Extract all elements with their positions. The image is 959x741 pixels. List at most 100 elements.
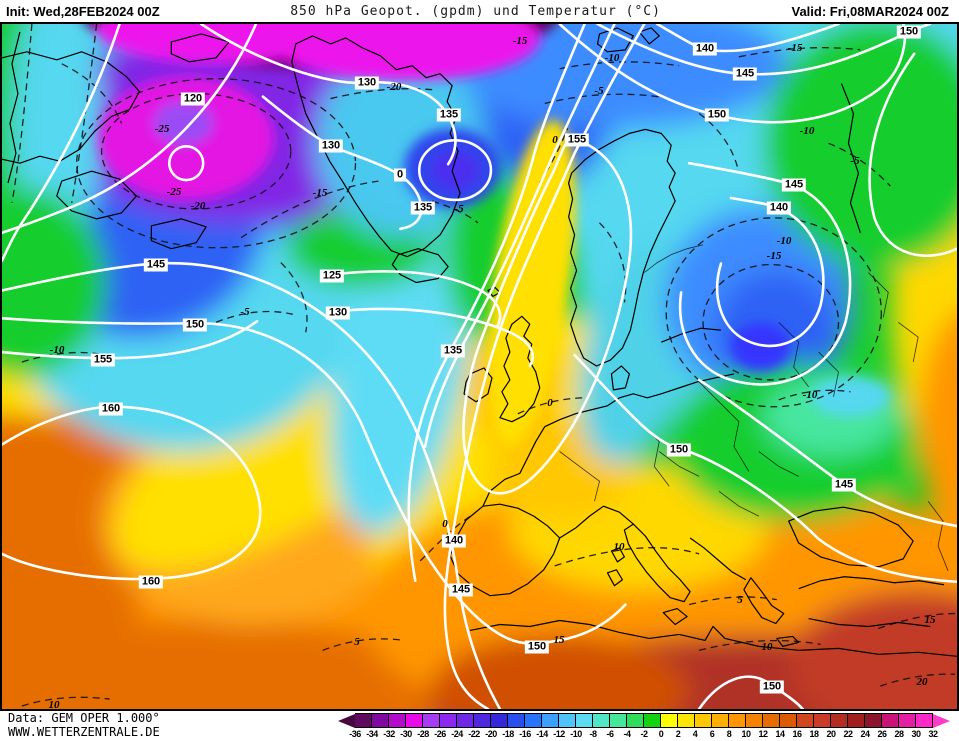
- geopotential-contour-label: 130: [354, 76, 380, 90]
- geopotential-contour-label: 155: [564, 133, 590, 147]
- temperature-contour-label: 10: [48, 699, 60, 711]
- temperature-contour-label: -15: [787, 42, 803, 54]
- legend-tick-label: 20: [826, 729, 836, 739]
- geopotential-contour-label: 130: [318, 139, 344, 153]
- legend-swatch: [644, 713, 661, 728]
- temperature-contour-label: 20: [916, 676, 928, 688]
- title-bar: Init: Wed,28FEB2024 00Z 850 hPa Geopot. …: [0, 0, 959, 22]
- legend-swatch: [746, 713, 763, 728]
- geopotential-contour-label: 130: [325, 306, 351, 320]
- legend-swatch: [695, 713, 712, 728]
- legend-tick-label: -28: [417, 729, 429, 739]
- geopotential-contour-label: 145: [143, 258, 169, 272]
- legend-arrow-left: [338, 713, 355, 728]
- init-time: Init: Wed,28FEB2024 00Z: [6, 3, 160, 19]
- temperature-contour-label: 15: [924, 614, 936, 626]
- data-source: Data: GEM OPER 1.000°: [8, 711, 160, 725]
- legend-swatch: [355, 713, 372, 728]
- geopotential-contour-label: 150: [524, 640, 550, 654]
- legend-swatch: [610, 713, 627, 728]
- legend-color-bar: [338, 713, 952, 728]
- legend-tick-label: -36: [349, 729, 361, 739]
- geopotential-contour-label: 140: [692, 42, 718, 56]
- temperature-contour-label: 0: [442, 518, 448, 530]
- valid-time: Valid: Fri,08MAR2024 00Z: [791, 3, 949, 19]
- legend-swatch: [474, 713, 491, 728]
- temperature-legend: -36 -34 -32 -30 -28 -26 -24 -22 -20 -18 -16 -14 -12-…: [338, 713, 952, 740]
- temperature-contour-label: -10: [776, 235, 792, 247]
- temperature-contour-label: -15: [512, 35, 528, 47]
- legend-tick-label: 26: [877, 729, 887, 739]
- geopotential-contour-label: 135: [440, 344, 466, 358]
- legend-tick-label: -30: [400, 729, 412, 739]
- temperature-contour-label: 0: [552, 134, 558, 146]
- footer: Data: GEM OPER 1.000° WWW.WETTERZENTRALE…: [0, 711, 959, 741]
- website: WWW.WETTERZENTRALE.DE: [8, 725, 160, 739]
- temperature-contour-label: 10: [761, 641, 773, 653]
- legend-tick-label: 18: [809, 729, 819, 739]
- temperature-contour-label: 5: [737, 594, 743, 606]
- geopotential-contour-label: 145: [448, 583, 474, 597]
- legend-tick-label: -16: [519, 729, 531, 739]
- legend-swatch: [916, 713, 933, 728]
- geopotential-contour-label: 0: [393, 168, 407, 182]
- legend-tick-label: -34: [366, 729, 378, 739]
- legend-tick-label: 2: [675, 729, 681, 739]
- credits: Data: GEM OPER 1.000° WWW.WETTERZENTRALE…: [8, 711, 160, 739]
- legend-swatch: [576, 713, 593, 728]
- legend-swatch: [678, 713, 695, 728]
- temperature-contour-label: -15: [766, 250, 782, 262]
- legend-tick-label: -2: [640, 729, 648, 739]
- legend-swatch: [593, 713, 610, 728]
- legend-tick-label: 28: [894, 729, 904, 739]
- contour-labels-layer: 120 130 135 130 0 135 145 125 130 150 135 155 160 160…: [2, 24, 957, 709]
- temperature-contour-label: 0: [547, 397, 553, 409]
- legend-swatch: [831, 713, 848, 728]
- legend-tick-label: -4: [623, 729, 631, 739]
- geopotential-contour-label: 125: [319, 269, 345, 283]
- legend-tick-row: -36 -34 -32 -30 -28 -26 -24 -22 -20 -18 -16 -14 -12-…: [338, 729, 952, 740]
- legend-tick-label: -26: [434, 729, 446, 739]
- legend-swatch: [848, 713, 865, 728]
- temperature-contour-label: -10: [604, 52, 620, 64]
- legend-tick-label: 14: [775, 729, 785, 739]
- temperature-contour-label: -5: [850, 155, 860, 167]
- geopotential-contour-label: 160: [98, 402, 124, 416]
- temperature-contour-label: 5: [354, 636, 360, 648]
- legend-swatch: [440, 713, 457, 728]
- legend-tick-label: -14: [536, 729, 548, 739]
- legend-tick-label: 12: [758, 729, 768, 739]
- geopotential-contour-label: 135: [436, 108, 462, 122]
- legend-tick-label: -8: [589, 729, 597, 739]
- geopotential-contour-label: 150: [182, 318, 208, 332]
- legend-swatch: [559, 713, 576, 728]
- temperature-contour-label: -10: [802, 389, 818, 401]
- legend-tick-label: 0: [658, 729, 664, 739]
- legend-tick-label: -6: [606, 729, 614, 739]
- temperature-contour-label: -20: [190, 200, 206, 212]
- temperature-dashed-contours: [11, 24, 956, 707]
- legend-swatch: [780, 713, 797, 728]
- temperature-contour-label: 15: [553, 634, 565, 646]
- legend-swatch: [406, 713, 423, 728]
- temperature-contour-label: 10: [613, 541, 625, 553]
- weather-field-svg: [2, 24, 957, 709]
- geopotential-contour-label: 145: [732, 67, 758, 81]
- temperature-contour-label: -5: [594, 85, 604, 97]
- legend-swatch: [882, 713, 899, 728]
- geopotential-contour-label: 145: [781, 178, 807, 192]
- temperature-contour-label: -20: [386, 81, 402, 93]
- map-title: 850 hPa Geopot. (gpdm) und Temperatur (°…: [290, 3, 661, 19]
- geopotential-contour-label: 160: [138, 575, 164, 589]
- legend-tick-label: -10: [570, 729, 582, 739]
- legend-tick-label: 10: [741, 729, 751, 739]
- temperature-contour-label: -5: [454, 203, 464, 215]
- legend-swatch: [661, 713, 678, 728]
- geopotential-contour-label: 150: [896, 25, 922, 39]
- legend-swatch: [797, 713, 814, 728]
- temperature-contour-label: -10: [49, 344, 65, 356]
- legend-tick-label: 16: [792, 729, 802, 739]
- temperature-contour-label: -25: [166, 186, 182, 198]
- legend-swatch: [372, 713, 389, 728]
